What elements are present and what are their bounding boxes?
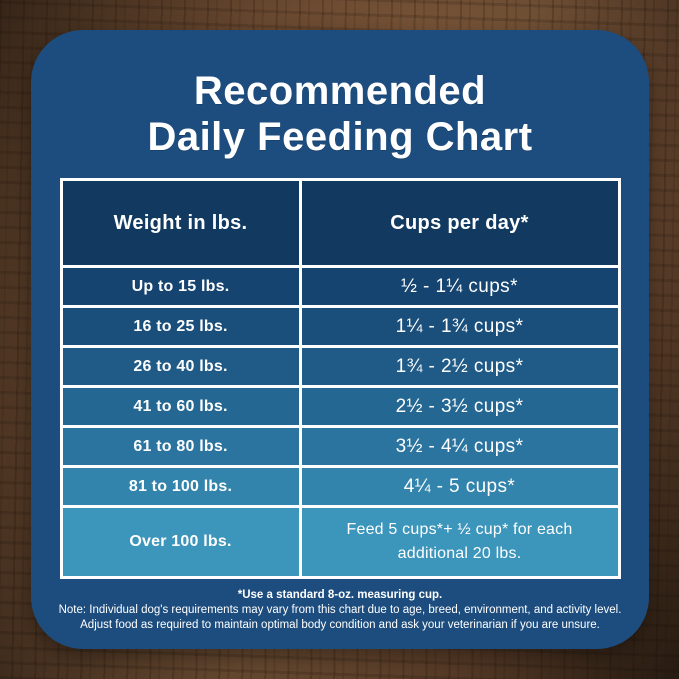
title-line1: Recommended [193,69,487,113]
column-header-cups: Cups per day* [301,181,618,265]
table-row-6-weight: 81 to 100 lbs. [62,468,299,505]
footnote-note-line1: Note: Individual dog's requirements may … [58,604,622,616]
table-row-3-cups: 1¾ - 2½ cups* [301,348,618,385]
page-title: Recommended Daily Feeding Chart [31,68,649,160]
table-row-3-weight: 26 to 40 lbs. [62,348,299,385]
footnote-measuring-cup: *Use a standard 8-oz. measuring cup. [237,589,443,601]
table-row-5-weight: 61 to 80 lbs. [62,428,299,465]
table-row-2-weight: 16 to 25 lbs. [62,308,299,345]
table-row-7-cups: Feed 5 cups*+ ½ cup* for each additional… [301,508,618,576]
footnotes: *Use a standard 8-oz. measuring cup. Not… [31,588,649,633]
table-row-1-cups: ½ - 1¼ cups* [301,268,618,305]
column-header-weight: Weight in lbs. [62,181,299,265]
table-row-7-weight: Over 100 lbs. [62,508,299,576]
footnote-note-line2: Adjust food as required to maintain opti… [80,619,600,631]
feeding-table: Weight in lbs. Cups per day* Up to 15 lb… [59,178,621,579]
table-row-5-cups: 3½ - 4¼ cups* [301,428,618,465]
feeding-chart-card: Recommended Daily Feeding Chart Weight i… [31,30,649,649]
table-row-4-cups: 2½ - 3½ cups* [301,388,618,425]
table-row-2-cups: 1¼ - 1¾ cups* [301,308,618,345]
table-row-4-weight: 41 to 60 lbs. [62,388,299,425]
title-line2: Daily Feeding Chart [147,115,533,159]
table-row-6-cups: 4¼ - 5 cups* [301,468,618,505]
table-row-1-weight: Up to 15 lbs. [62,268,299,305]
